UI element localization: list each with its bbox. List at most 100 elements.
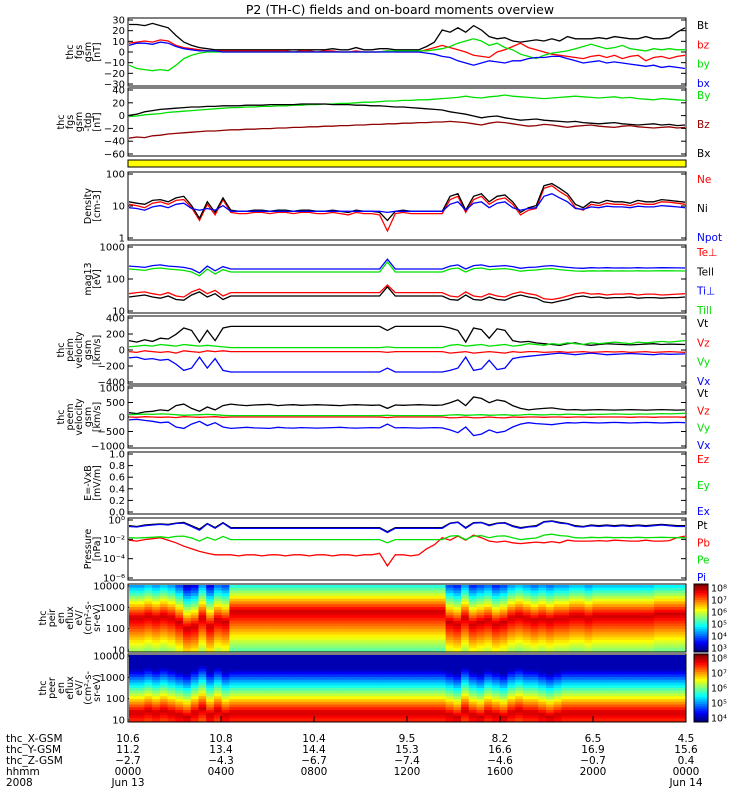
cell-peer: [561, 690, 570, 695]
cell-peer: [244, 674, 254, 678]
cell-peir: [152, 642, 161, 647]
cell-peir: [468, 587, 478, 592]
cell-peer: [522, 710, 532, 714]
cell-peir: [600, 607, 609, 611]
cell-peir: [607, 585, 617, 589]
cell-peer: [437, 657, 447, 662]
cell-peer: [167, 657, 176, 662]
cell-peer: [623, 657, 632, 662]
cell-peer: [646, 707, 655, 711]
cell-peer: [206, 682, 215, 686]
cell-peir: [592, 598, 601, 603]
cell-peer: [345, 712, 354, 717]
cell-peir: [600, 593, 609, 597]
cell-peir: [283, 593, 292, 597]
cell-peir: [437, 587, 447, 592]
cell-peir: [268, 596, 277, 600]
cell-peir: [291, 598, 300, 603]
cell-peer: [515, 688, 524, 692]
cell-peer: [476, 688, 485, 692]
cell-peir: [376, 642, 385, 647]
cell-peer: [522, 712, 532, 717]
cell-peir: [630, 593, 640, 597]
cell-peer: [144, 715, 153, 719]
cell-peir: [190, 626, 200, 630]
cell-peir: [260, 631, 269, 636]
cell-peir: [407, 596, 416, 600]
cell-peer: [569, 668, 578, 673]
cell-peir: [129, 590, 138, 594]
cell-peer: [623, 679, 632, 684]
cell-peir: [600, 631, 609, 636]
cell-peer: [630, 718, 640, 722]
cell-peer: [654, 701, 663, 706]
cell-peer: [198, 685, 207, 689]
cell-peir: [268, 609, 277, 614]
cell-peer: [213, 679, 223, 684]
cell-peer: [352, 666, 362, 670]
cell-peir: [360, 596, 369, 600]
xaxis-value-0-0: 10.6: [116, 733, 140, 745]
cell-peer: [345, 655, 354, 659]
cell-peir: [476, 590, 485, 594]
cell-peir: [360, 623, 369, 627]
cell-peir: [268, 607, 277, 611]
cell-peer: [190, 712, 200, 717]
cell-peer: [314, 690, 323, 695]
cell-peir: [152, 590, 161, 594]
cell-peer: [291, 704, 300, 708]
cell-peir: [175, 648, 184, 652]
cell-peer: [561, 701, 570, 706]
cell-peer: [661, 701, 671, 706]
cell-peir: [314, 620, 323, 625]
cell-peir: [661, 620, 671, 625]
cell-peir: [206, 642, 215, 647]
cell-peer: [198, 674, 207, 678]
cell-peir: [337, 642, 346, 647]
cell-peer: [314, 718, 323, 722]
cell-peer: [329, 660, 339, 664]
cell-peir: [538, 634, 547, 638]
cell-peer: [561, 696, 570, 700]
cell-peer: [453, 699, 462, 703]
cell-peer: [322, 712, 331, 717]
cell-peer: [268, 671, 277, 675]
cell-peer: [152, 685, 161, 689]
cell-peir: [437, 634, 447, 638]
cell-peer: [260, 655, 269, 659]
cell-peer: [360, 693, 369, 697]
cell-peer: [445, 690, 454, 695]
cell-peer: [368, 671, 377, 675]
cell-peir: [491, 642, 501, 647]
cell-peir: [306, 593, 315, 597]
cell-peir: [283, 609, 292, 614]
cell-peir: [352, 604, 362, 608]
cell-peir: [615, 598, 624, 603]
xaxis-value-3-1: 15.3: [395, 744, 418, 756]
legend-pressure-0: Pt: [697, 520, 707, 532]
cell-peer: [175, 715, 184, 719]
cell-peir: [237, 634, 246, 638]
cell-peer: [530, 715, 539, 719]
cell-peer: [329, 688, 339, 692]
cell-peer: [268, 715, 277, 719]
cell-peir: [414, 620, 424, 625]
cell-peer: [167, 660, 176, 664]
cell-peer: [576, 696, 586, 700]
cell-peer: [646, 660, 655, 664]
cell-peir: [183, 601, 192, 605]
cell-peer: [252, 696, 261, 700]
cell-peir: [654, 601, 663, 605]
cell-peir: [144, 620, 153, 625]
cell-peer: [306, 668, 315, 673]
cell-peir: [584, 585, 593, 589]
cell-peir: [646, 596, 655, 600]
cell-peer: [314, 696, 323, 700]
cell-peir: [515, 609, 524, 614]
cell-peer: [260, 688, 269, 692]
cell-peer: [383, 704, 393, 708]
cell-peir: [445, 618, 454, 622]
cell-peir: [352, 601, 362, 605]
legend-pressure-1: Pb: [697, 537, 710, 549]
cell-peir: [638, 601, 647, 605]
